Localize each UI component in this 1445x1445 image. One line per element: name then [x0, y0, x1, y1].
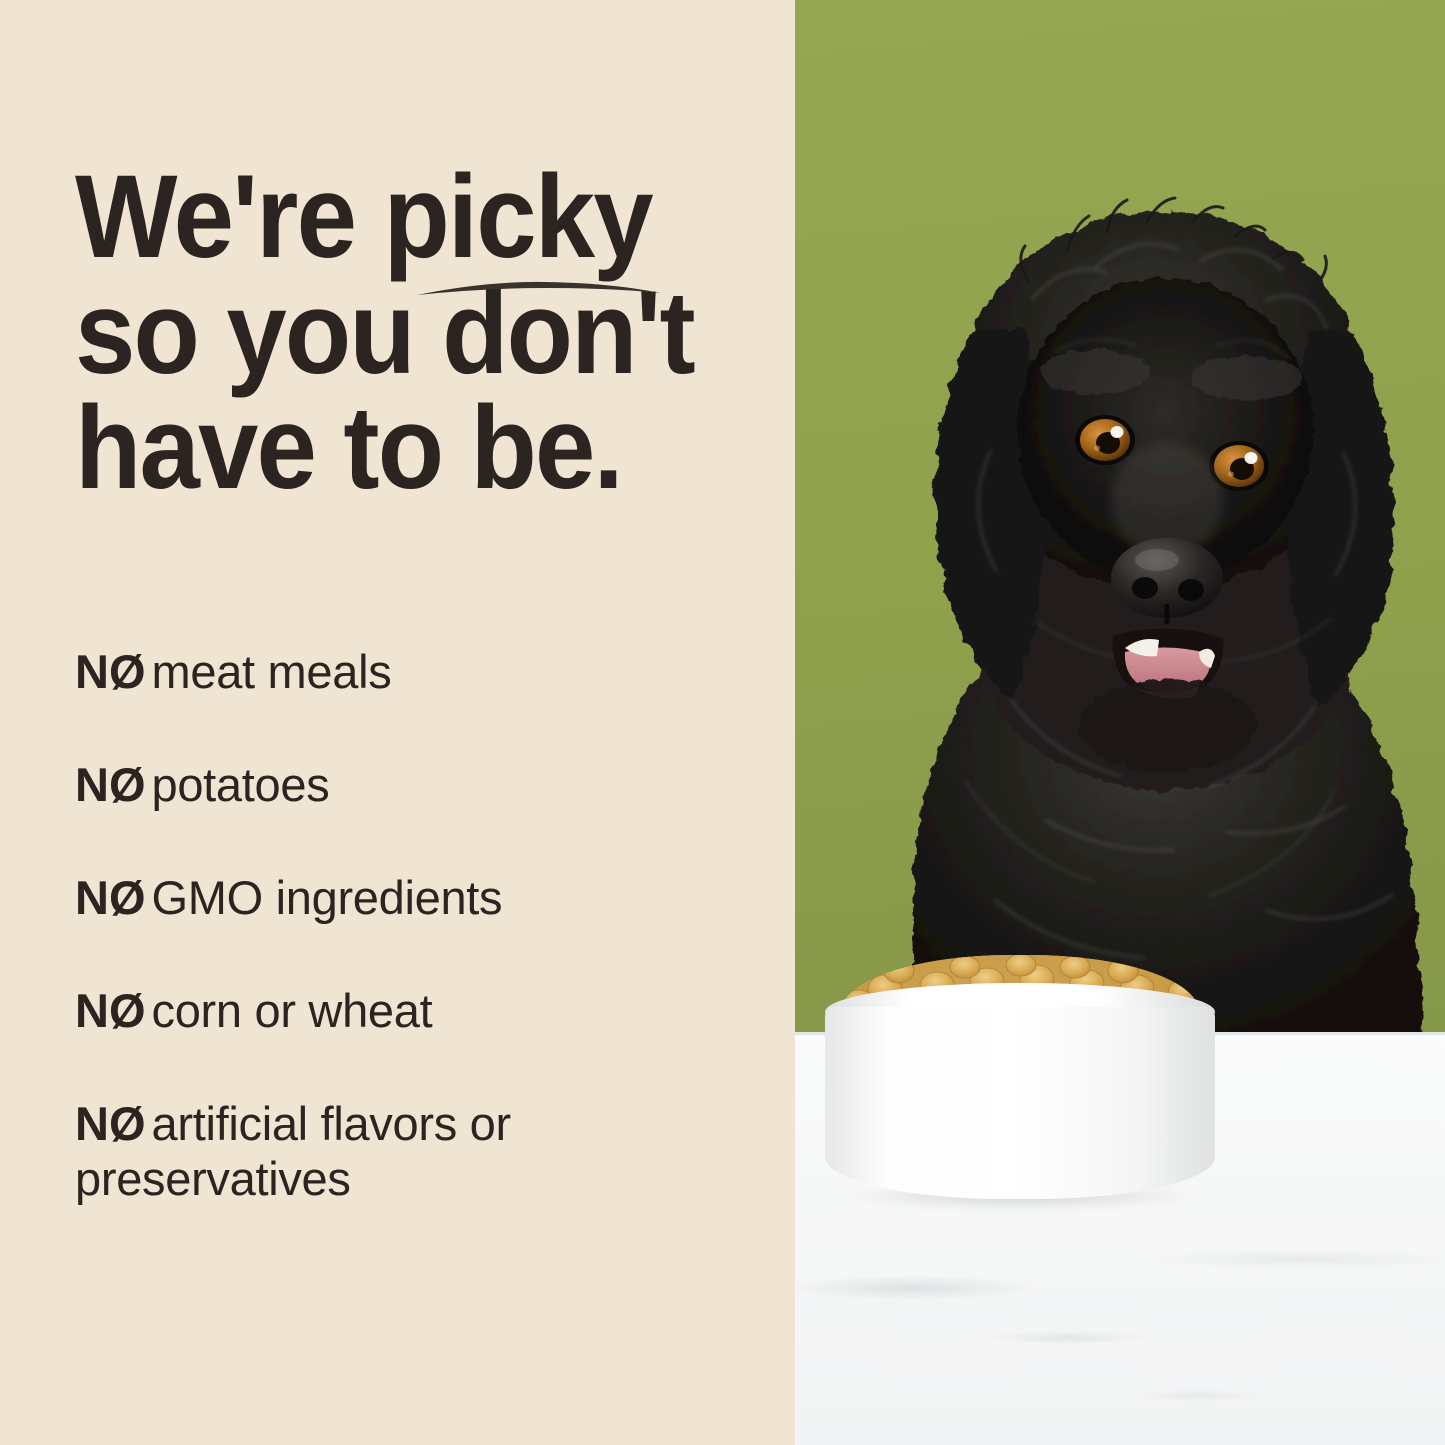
- bowl-body: [825, 1007, 1215, 1199]
- page-title: We're picky so you don't have to be.: [75, 151, 696, 515]
- list-item: NØ meat meals: [75, 645, 715, 700]
- copy-panel: We're picky so you don't have to be. NØ m…: [75, 151, 715, 1207]
- list-item-label: GMO ingredients: [151, 870, 503, 924]
- list-item-label: corn or wheat: [151, 983, 433, 1037]
- product-photo-panel: [795, 0, 1445, 1445]
- list-item: NØ GMO ingredients: [75, 871, 715, 926]
- claims-list: NØ meat meals NØ potatoes NØ GMO ingredient…: [75, 645, 715, 1207]
- list-item: NØ corn or wheat: [75, 984, 715, 1039]
- no-mark-icon: NØ: [75, 870, 146, 924]
- no-mark-icon: NØ: [75, 645, 146, 698]
- no-mark-icon: NØ: [75, 983, 146, 1037]
- dog-eye-left: [1075, 415, 1135, 465]
- dog-photo: [913, 196, 1423, 1060]
- no-mark-icon: NØ: [75, 757, 146, 811]
- list-item-label: meat meals: [151, 645, 392, 698]
- list-item-label: artificial flavors or preservatives: [75, 1096, 511, 1205]
- no-mark-icon: NØ: [75, 1096, 146, 1150]
- dog-eye-right: [1209, 441, 1269, 491]
- list-item: NØ potatoes: [75, 758, 715, 813]
- dog-bowl: [817, 955, 1227, 1217]
- list-item: NØ artificial flavors or preservatives: [75, 1097, 715, 1207]
- list-item-label: potatoes: [151, 757, 330, 811]
- dog-nose: [1111, 538, 1223, 625]
